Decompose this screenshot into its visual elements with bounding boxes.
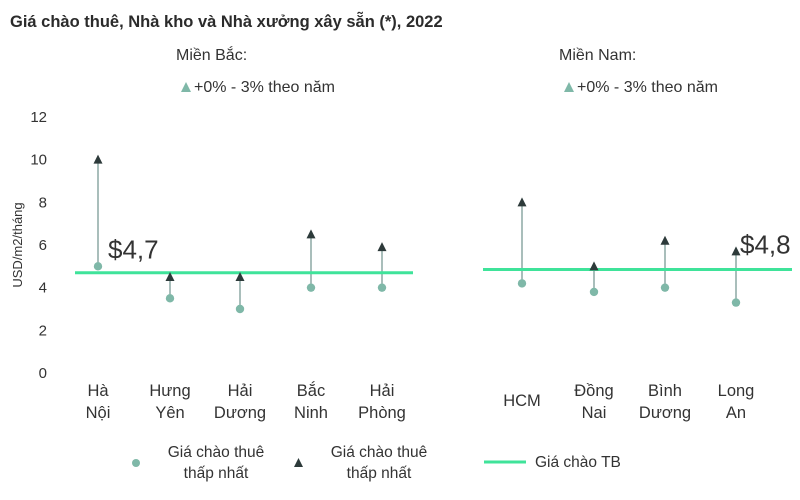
average-labels: $4,7 $4,8 <box>108 230 791 265</box>
legend-high-marker <box>294 458 303 467</box>
triangle-up-icon <box>181 82 191 92</box>
high-price-marker <box>377 242 387 252</box>
y-tick-label: 4 <box>39 280 47 297</box>
high-price-marker <box>589 261 599 271</box>
low-price-marker <box>731 298 741 307</box>
region-south-label: Miền Nam: <box>559 47 636 64</box>
category-label: Bình <box>648 382 682 400</box>
low-price-marker <box>377 283 387 292</box>
category-label: HCM <box>503 392 541 410</box>
legend-high-label-line2: thấp nhất <box>347 465 412 482</box>
region-north-growth: +0% - 3% theo năm <box>194 79 335 96</box>
category-label: Nai <box>582 404 607 422</box>
range-stems <box>97 159 737 309</box>
category-label: Hải <box>228 382 253 400</box>
legend-low-marker <box>132 459 140 467</box>
category-labels: Hà Nội Hưng Yên Hải Dương Bắc Ninh Hải Phòng HCM Đồ… <box>86 381 755 422</box>
low-price-marker <box>660 283 670 292</box>
y-tick-label: 0 <box>39 365 47 382</box>
legend-low-label-line2: thấp nhất <box>184 465 249 482</box>
chart-title: Giá chào thuê, Nhà kho và Nhà xưởng xây … <box>10 11 443 31</box>
high-price-marker <box>731 246 741 256</box>
category-label: Bắc <box>297 381 325 400</box>
high-price-marker <box>517 197 527 207</box>
category-label: Phòng <box>358 404 406 422</box>
category-label: Dương <box>639 404 691 422</box>
price-markers <box>93 154 741 314</box>
high-price-marker <box>93 154 103 164</box>
low-price-marker <box>589 287 599 297</box>
legend-high-label-line1: Giá chào thuê <box>331 444 428 461</box>
high-price-marker <box>235 272 245 281</box>
low-price-marker <box>517 279 527 288</box>
high-price-marker <box>660 235 670 245</box>
category-label: Dương <box>214 404 266 422</box>
average-price-label: $4,8 <box>740 230 791 260</box>
category-label: Hải <box>370 382 395 400</box>
y-tick-label: 8 <box>39 194 47 211</box>
category-label: Yên <box>155 404 184 422</box>
y-tick-label: 10 <box>30 152 47 169</box>
category-label: Long <box>718 382 755 400</box>
low-price-marker <box>93 262 103 271</box>
high-price-marker <box>306 229 316 239</box>
y-tick-label: 6 <box>39 237 47 254</box>
triangle-up-icon <box>564 82 574 92</box>
y-tick-label: 12 <box>30 109 47 126</box>
average-lines <box>75 268 792 275</box>
category-label: Đồng <box>574 382 613 400</box>
category-label: Hưng <box>149 382 190 400</box>
legend-low-label-line1: Giá chào thuê <box>168 444 265 461</box>
low-price-marker <box>306 283 316 292</box>
high-price-marker <box>165 272 175 281</box>
y-axis: 0 2 4 6 8 10 12 <box>30 109 47 382</box>
average-price-label: $4,7 <box>108 235 159 265</box>
low-price-marker <box>235 304 245 314</box>
category-label: Nội <box>86 404 111 422</box>
region-north-label: Miền Bắc: <box>176 45 247 64</box>
category-label: Hà <box>87 382 109 400</box>
region-south-growth: +0% - 3% theo năm <box>577 79 718 96</box>
low-price-marker <box>165 294 175 303</box>
category-label: Ninh <box>294 404 328 422</box>
legend-average-label: Giá chào TB <box>535 454 621 471</box>
category-label: An <box>726 404 746 422</box>
y-tick-label: 2 <box>39 322 47 339</box>
y-axis-label: USD/m2/tháng <box>10 202 25 287</box>
